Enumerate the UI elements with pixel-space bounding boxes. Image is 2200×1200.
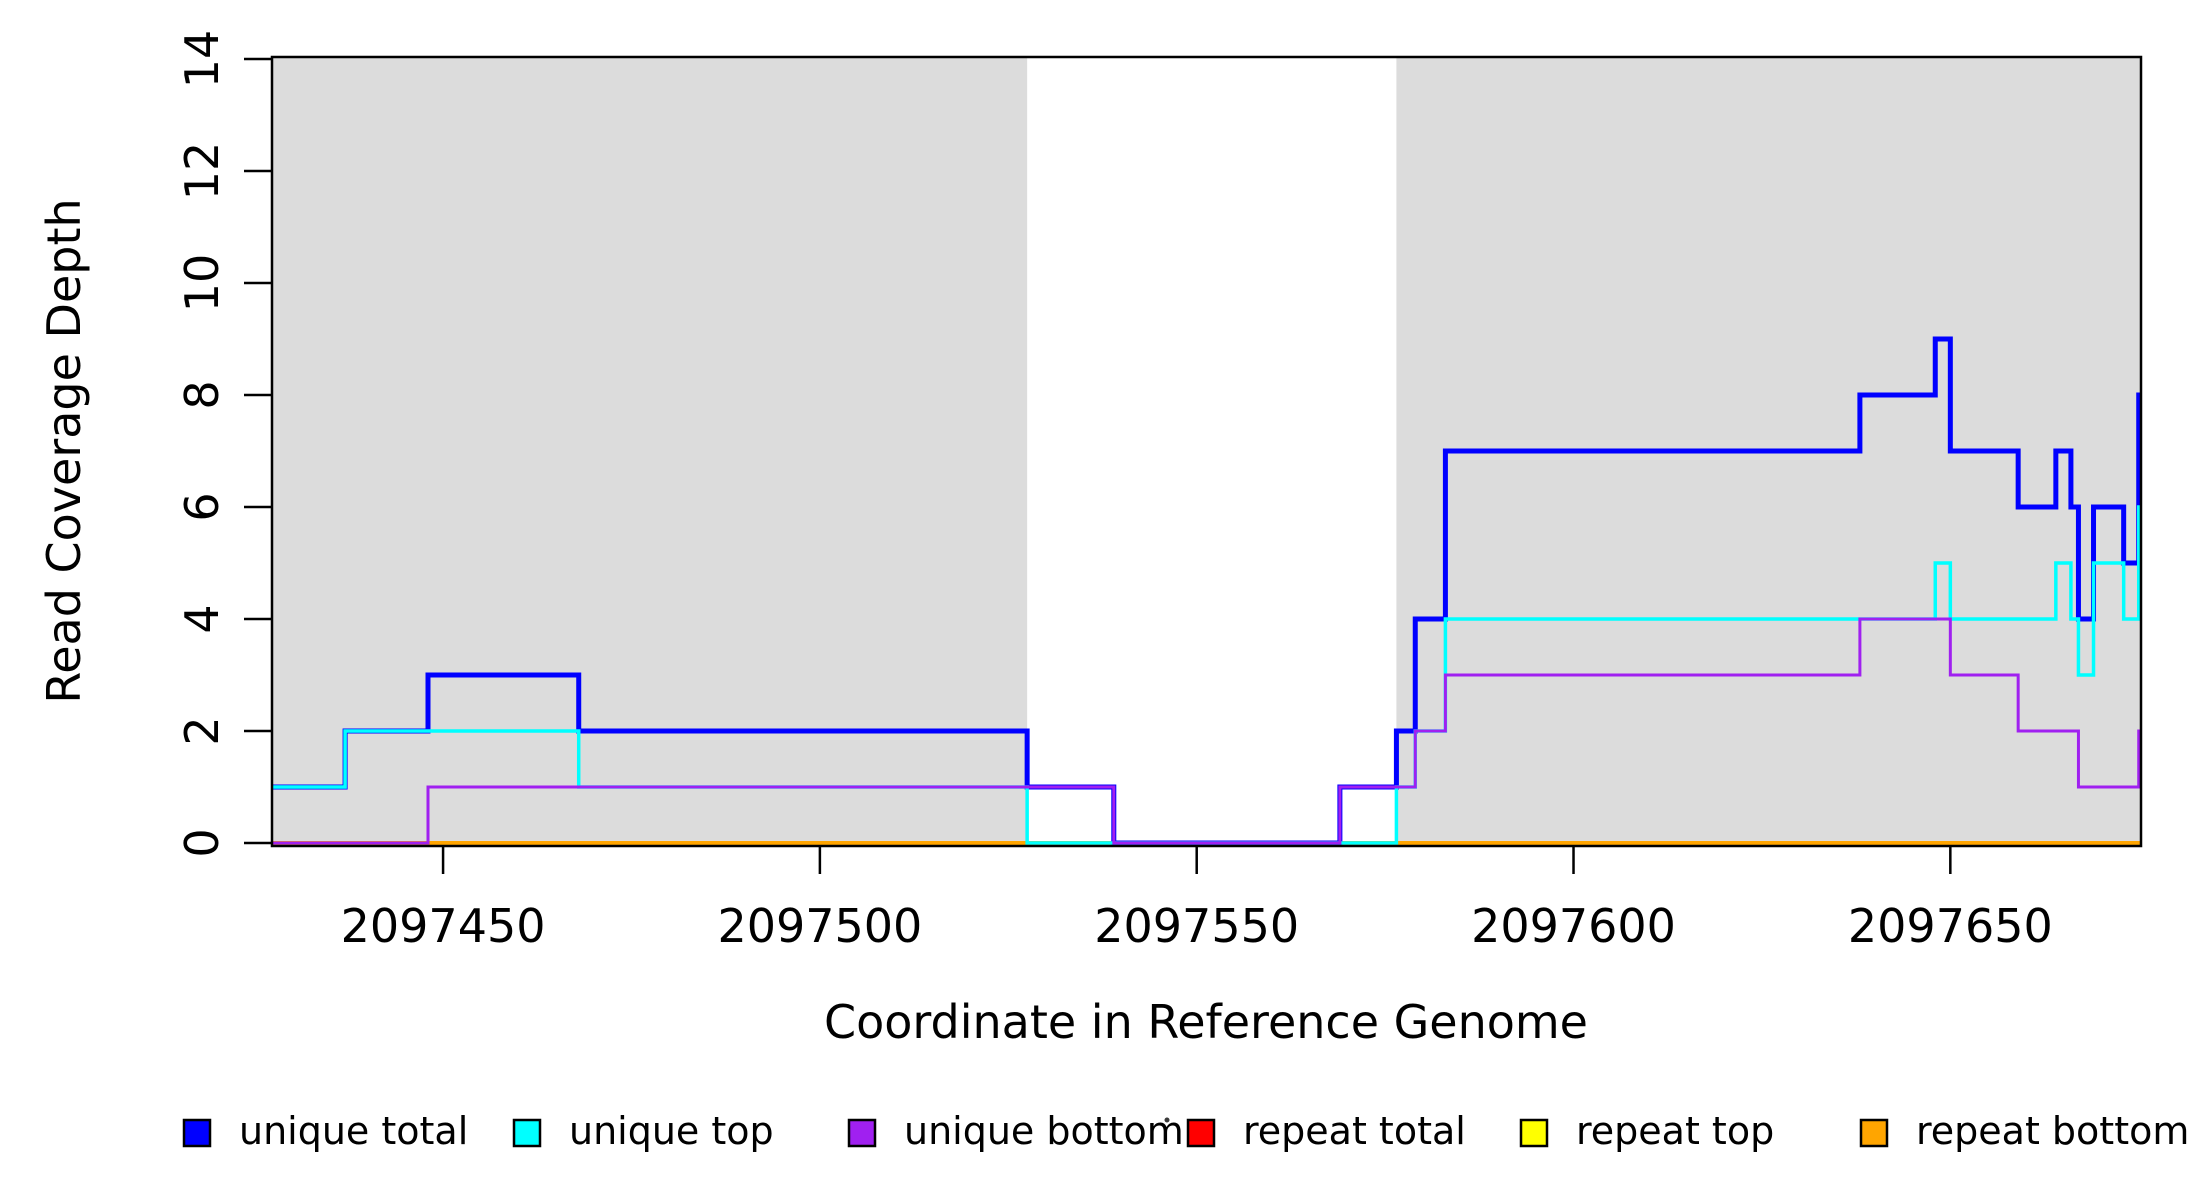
y-tick-label: 4 [175,604,229,633]
plot-box [270,55,2143,848]
series-line-unique-total [272,336,2142,846]
legend-label-repeat-total: repeat total [1243,1109,1466,1153]
legend-swatch-unique-bottom [847,1118,877,1148]
y-tick-label: 2 [175,716,229,745]
y-tick-label: 14 [175,30,229,89]
legend-swatch-repeat-top [1519,1118,1549,1148]
y-tick-label: 6 [175,492,229,521]
legend-item-unique-top: unique top [512,1109,774,1153]
legend-swatch-unique-top [512,1118,542,1148]
legend-item-unique-total: unique total [182,1109,468,1153]
legend-swatch-repeat-total [1186,1118,1216,1148]
x-axis-title: Coordinate in Reference Genome [824,995,1588,1049]
y-tick-label: 10 [175,254,229,313]
legend-item-repeat-total: repeat total [1186,1109,1466,1153]
legend-swatch-unique-total [182,1118,212,1148]
x-tick-label: 2097450 [341,899,546,953]
legend-item-unique-bottom: unique bottom [847,1109,1184,1153]
x-tick-label: 2097650 [1848,899,2053,953]
legend-label-unique-top: unique top [569,1109,774,1153]
series-lines [272,336,2142,846]
y-tick-label: 12 [175,142,229,201]
legend-label-repeat-bottom: repeat bottom [1916,1109,2189,1153]
legend-label-unique-bottom: unique bottom [904,1109,1184,1153]
legend-item-repeat-top: repeat top [1519,1109,1774,1153]
x-tick-label: 2097550 [1094,899,1299,953]
legend-label-repeat-top: repeat top [1576,1109,1774,1153]
y-tick-label: 0 [175,828,229,857]
y-axis: 0 2 4 6 8 10 12 14 [175,30,272,858]
legend-swatch-repeat-bottom [1859,1118,1889,1148]
x-tick-label: 2097600 [1471,899,1676,953]
shaded-region-left [272,58,1028,846]
x-axis: 2097450 2097500 2097550 2097600 2097650 [341,846,2053,953]
legend-label-unique-total: unique total [239,1109,468,1153]
stray-dot [1164,1117,1170,1123]
x-tick-label: 2097500 [717,899,922,953]
y-tick-label: 8 [175,380,229,409]
legend: unique total unique top unique bottom repea… [182,1109,2189,1153]
y-axis-title: Read Coverage Depth [37,198,91,703]
series-line-unique-bottom [272,617,2141,845]
legend-item-repeat-bottom: repeat bottom [1859,1109,2189,1153]
